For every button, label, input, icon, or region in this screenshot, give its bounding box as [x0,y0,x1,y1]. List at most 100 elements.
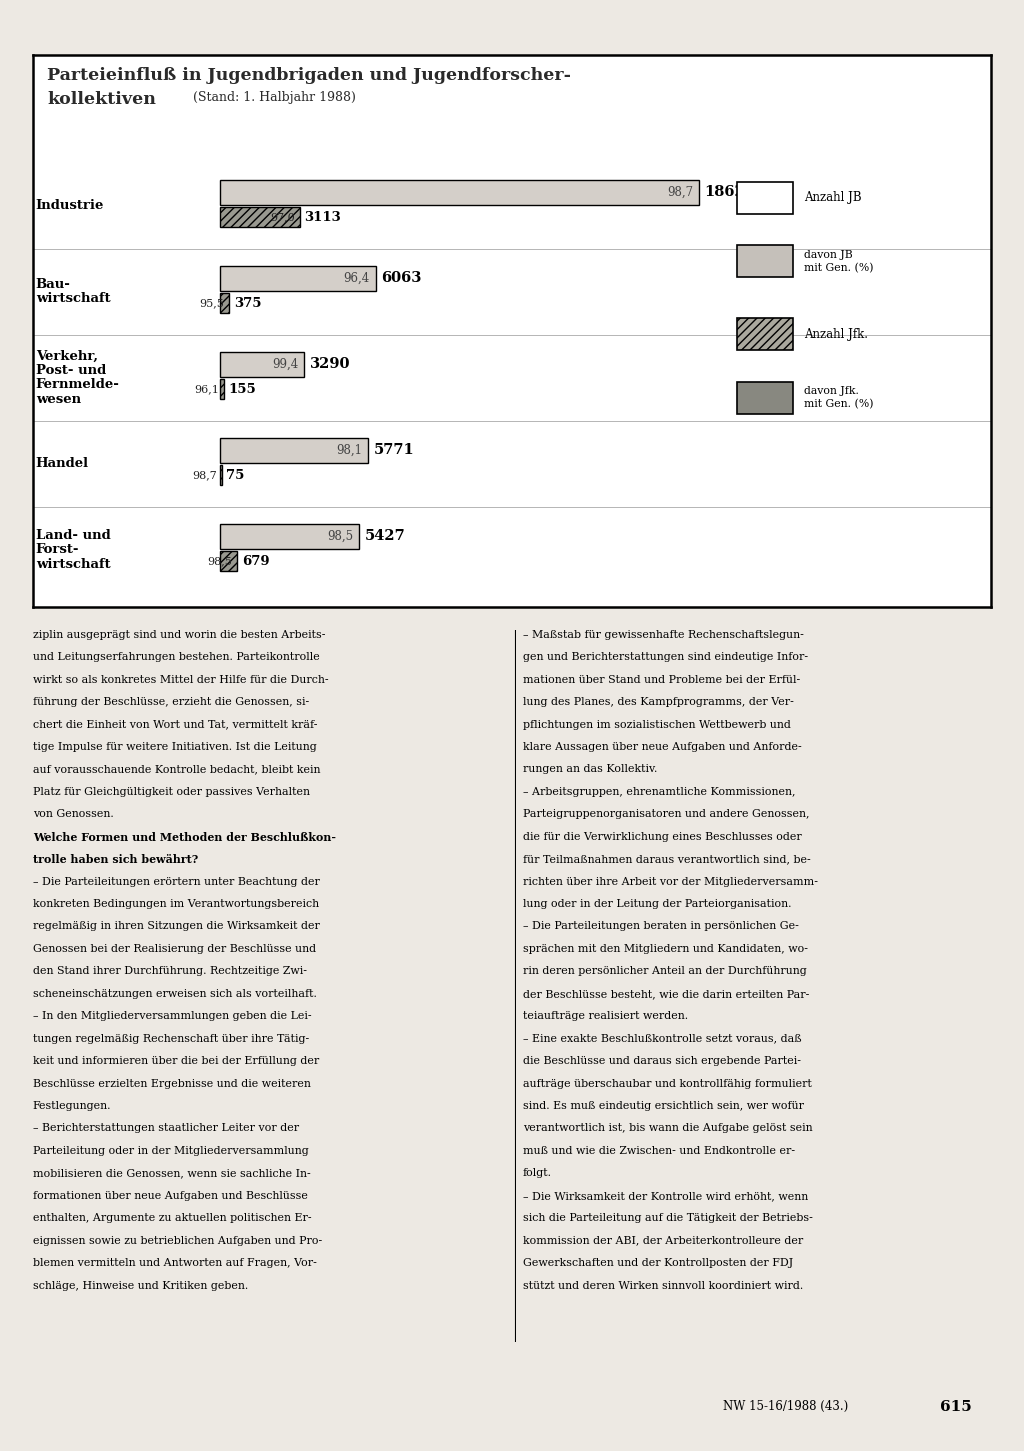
Text: – Eine exakte Beschlußkontrolle setzt voraus, daß: – Eine exakte Beschlußkontrolle setzt vo… [522,1033,802,1043]
Text: verantwortlich ist, bis wann die Aufgabe gelöst sein: verantwortlich ist, bis wann die Aufgabe… [522,1123,812,1133]
Text: 6063: 6063 [381,271,422,286]
Text: – Arbeitsgruppen, ehrenamtliche Kommissionen,: – Arbeitsgruppen, ehrenamtliche Kommissi… [522,786,796,797]
Text: formationen über neue Aufgaben und Beschlüsse: formationen über neue Aufgaben und Besch… [33,1191,307,1201]
Text: folgt.: folgt. [522,1168,552,1178]
Text: Anzahl Jfk.: Anzahl Jfk. [804,328,868,341]
Text: 3113: 3113 [304,210,341,223]
Text: eignissen sowie zu betrieblichen Aufgaben und Pro-: eignissen sowie zu betrieblichen Aufgabe… [33,1236,322,1245]
Text: der Beschlüsse besteht, wie die darin erteilten Par-: der Beschlüsse besteht, wie die darin er… [522,988,809,998]
Text: ziplin ausgeprägt sind und worin die besten Arbeits-: ziplin ausgeprägt sind und worin die bes… [33,630,326,640]
Text: davon JB
mit Gen. (%): davon JB mit Gen. (%) [804,250,873,273]
Text: blemen vermitteln und Antworten auf Fragen, Vor-: blemen vermitteln und Antworten auf Frag… [33,1258,316,1268]
Text: trolle haben sich bewährt?: trolle haben sich bewährt? [33,855,198,865]
Text: und Leitungserfahrungen bestehen. Parteikontrolle: und Leitungserfahrungen bestehen. Partei… [33,651,319,662]
Text: mationen über Stand und Probleme bei der Erfül-: mationen über Stand und Probleme bei der… [522,675,800,685]
Text: rin deren persönlicher Anteil an der Durchführung: rin deren persönlicher Anteil an der Dur… [522,966,807,977]
Text: Genossen bei der Realisierung der Beschlüsse und: Genossen bei der Realisierung der Beschl… [33,945,315,953]
Text: Festlegungen.: Festlegungen. [33,1101,112,1111]
Text: tige Impulse für weitere Initiativen. Ist die Leitung: tige Impulse für weitere Initiativen. Is… [33,741,316,752]
Bar [220,293,229,313]
Text: kommission der ABI, der Arbeiterkontrolleure der: kommission der ABI, der Arbeiterkontroll… [522,1236,803,1245]
Text: die Beschlüsse und daraus sich ergebende Partei-: die Beschlüsse und daraus sich ergebende… [522,1056,801,1066]
Bar [737,181,793,213]
Text: Welche Formen und Methoden der Beschlußkon-: Welche Formen und Methoden der Beschlußk… [33,831,336,843]
Text: – Die Wirksamkeit der Kontrolle wird erhöht, wenn: – Die Wirksamkeit der Kontrolle wird erh… [522,1191,808,1201]
Text: – Die Parteileitungen erörtern unter Beachtung der: – Die Parteileitungen erörtern unter Bea… [33,876,319,887]
Text: keit und informieren über die bei der Erfüllung der: keit und informieren über die bei der Er… [33,1056,319,1066]
Text: (Stand: 1. Halbjahr 1988): (Stand: 1. Halbjahr 1988) [189,91,356,104]
Text: von Genossen.: von Genossen. [33,810,114,820]
Text: Platz für Gleichgültigkeit oder passives Verhalten: Platz für Gleichgültigkeit oder passives… [33,786,310,797]
Text: 155: 155 [228,383,256,396]
Text: Parteieinfluß in Jugendbrigaden und Jugendforscher-: Parteieinfluß in Jugendbrigaden und Juge… [47,67,571,84]
Text: chert die Einheit von Wort und Tat, vermittelt kräf-: chert die Einheit von Wort und Tat, verm… [33,720,317,730]
Text: auf vorausschauende Kontrolle bedacht, bleibt kein: auf vorausschauende Kontrolle bedacht, b… [33,765,321,775]
Text: 375: 375 [234,296,261,309]
Text: aufträge überschaubar und kontrollfähig formuliert: aufträge überschaubar und kontrollfähig … [522,1078,812,1088]
Text: – Maßstab für gewissenhafte Rechenschaftslegun-: – Maßstab für gewissenhafte Rechenschaft… [522,630,804,640]
Text: tungen regelmäßig Rechenschaft über ihre Tätig-: tungen regelmäßig Rechenschaft über ihre… [33,1033,309,1043]
Text: teiaufträge realisiert werden.: teiaufträge realisiert werden. [522,1011,688,1022]
Text: pflichtungen im sozialistischen Wettbewerb und: pflichtungen im sozialistischen Wettbewe… [522,720,791,730]
Bar [220,551,238,572]
Text: 18628: 18628 [705,186,756,199]
Bar [737,245,793,277]
Text: enthalten, Argumente zu aktuellen politischen Er-: enthalten, Argumente zu aktuellen politi… [33,1213,311,1223]
Text: Parteileitung oder in der Mitgliederversammlung: Parteileitung oder in der Mitgliedervers… [33,1146,308,1156]
Text: lung des Planes, des Kampfprogramms, der Ver-: lung des Planes, des Kampfprogramms, der… [522,696,794,707]
Text: 3290: 3290 [310,357,350,371]
Text: 98,5: 98,5 [328,530,353,543]
Text: davon Jfk.
mit Gen. (%): davon Jfk. mit Gen. (%) [804,386,873,409]
Text: Bau-
wirtschaft: Bau- wirtschaft [36,279,111,305]
Text: regelmäßig in ihren Sitzungen die Wirksamkeit der: regelmäßig in ihren Sitzungen die Wirksa… [33,921,319,932]
Bar [737,318,793,350]
Text: 97,0: 97,0 [270,212,295,222]
Bar [220,464,221,486]
Text: 99,4: 99,4 [272,358,299,371]
Text: stützt und deren Wirken sinnvoll koordiniert wird.: stützt und deren Wirken sinnvoll koordin… [522,1281,803,1290]
Text: 96,1: 96,1 [194,385,219,395]
Text: 5427: 5427 [365,530,406,544]
Text: rungen an das Kollektiv.: rungen an das Kollektiv. [522,765,657,775]
Text: 5771: 5771 [374,444,415,457]
Text: schläge, Hinweise und Kritiken geben.: schläge, Hinweise und Kritiken geben. [33,1281,248,1290]
Text: den Stand ihrer Durchführung. Rechtzeitige Zwi-: den Stand ihrer Durchführung. Rechtzeiti… [33,966,307,977]
Text: konkreten Bedingungen im Verantwortungsbereich: konkreten Bedingungen im Verantwortungsb… [33,900,318,908]
Text: Parteigruppenorganisatoren und andere Genossen,: Parteigruppenorganisatoren und andere Ge… [522,810,809,820]
Text: sprächen mit den Mitgliedern und Kandidaten, wo-: sprächen mit den Mitgliedern und Kandida… [522,945,808,953]
Text: 98,5: 98,5 [208,556,232,566]
Text: klare Aussagen über neue Aufgaben und Anforde-: klare Aussagen über neue Aufgaben und An… [522,741,802,752]
Text: sich die Parteileitung auf die Tätigkeit der Betriebs-: sich die Parteileitung auf die Tätigkeit… [522,1213,813,1223]
Text: Gewerkschaften und der Kontrollposten der FDJ: Gewerkschaften und der Kontrollposten de… [522,1258,793,1268]
Text: für Teilmaßnahmen daraus verantwortlich sind, be-: für Teilmaßnahmen daraus verantwortlich … [522,855,811,865]
Text: Beschlüsse erzielten Ergebnisse und die weiteren: Beschlüsse erzielten Ergebnisse und die … [33,1078,310,1088]
Bar [220,180,699,205]
Text: lung oder in der Leitung der Parteiorganisation.: lung oder in der Leitung der Parteiorgan… [522,900,792,908]
Text: 95,5: 95,5 [200,297,224,308]
Text: mobilisieren die Genossen, wenn sie sachliche In-: mobilisieren die Genossen, wenn sie sach… [33,1168,310,1178]
Text: – In den Mitgliederversammlungen geben die Lei-: – In den Mitgliederversammlungen geben d… [33,1011,311,1022]
Text: NW 15-16/1988 (43.): NW 15-16/1988 (43.) [723,1400,848,1413]
Text: Industrie: Industrie [36,199,104,212]
Bar [220,524,359,548]
Text: wirkt so als konkretes Mittel der Hilfe für die Durch-: wirkt so als konkretes Mittel der Hilfe … [33,675,329,685]
Text: sind. Es muß eindeutig ersichtlich sein, wer wofür: sind. Es muß eindeutig ersichtlich sein,… [522,1101,804,1111]
Text: – Die Parteileitungen beraten in persönlichen Ge-: – Die Parteileitungen beraten in persönl… [522,921,799,932]
Text: scheneinschätzungen erweisen sich als vorteilhaft.: scheneinschätzungen erweisen sich als vo… [33,988,316,998]
Text: – Berichterstattungen staatlicher Leiter vor der: – Berichterstattungen staatlicher Leiter… [33,1123,299,1133]
Text: Verkehr,
Post- und
Fernmelde-
wesen: Verkehr, Post- und Fernmelde- wesen [36,350,120,406]
Text: Anzahl JB: Anzahl JB [804,192,862,205]
Bar [737,382,793,414]
Bar [220,206,300,228]
Bar [220,266,376,290]
Text: führung der Beschlüsse, erzieht die Genossen, si-: führung der Beschlüsse, erzieht die Geno… [33,696,309,707]
Text: 615: 615 [940,1400,972,1413]
Text: Handel: Handel [36,457,89,470]
Text: Land- und
Forst-
wirtschaft: Land- und Forst- wirtschaft [36,528,111,570]
Bar [220,438,369,463]
Text: muß und wie die Zwischen- und Endkontrolle er-: muß und wie die Zwischen- und Endkontrol… [522,1146,795,1156]
Text: 75: 75 [226,469,245,482]
Text: die für die Verwirklichung eines Beschlusses oder: die für die Verwirklichung eines Beschlu… [522,831,802,842]
Bar [220,353,304,377]
Text: 96,4: 96,4 [344,271,370,284]
